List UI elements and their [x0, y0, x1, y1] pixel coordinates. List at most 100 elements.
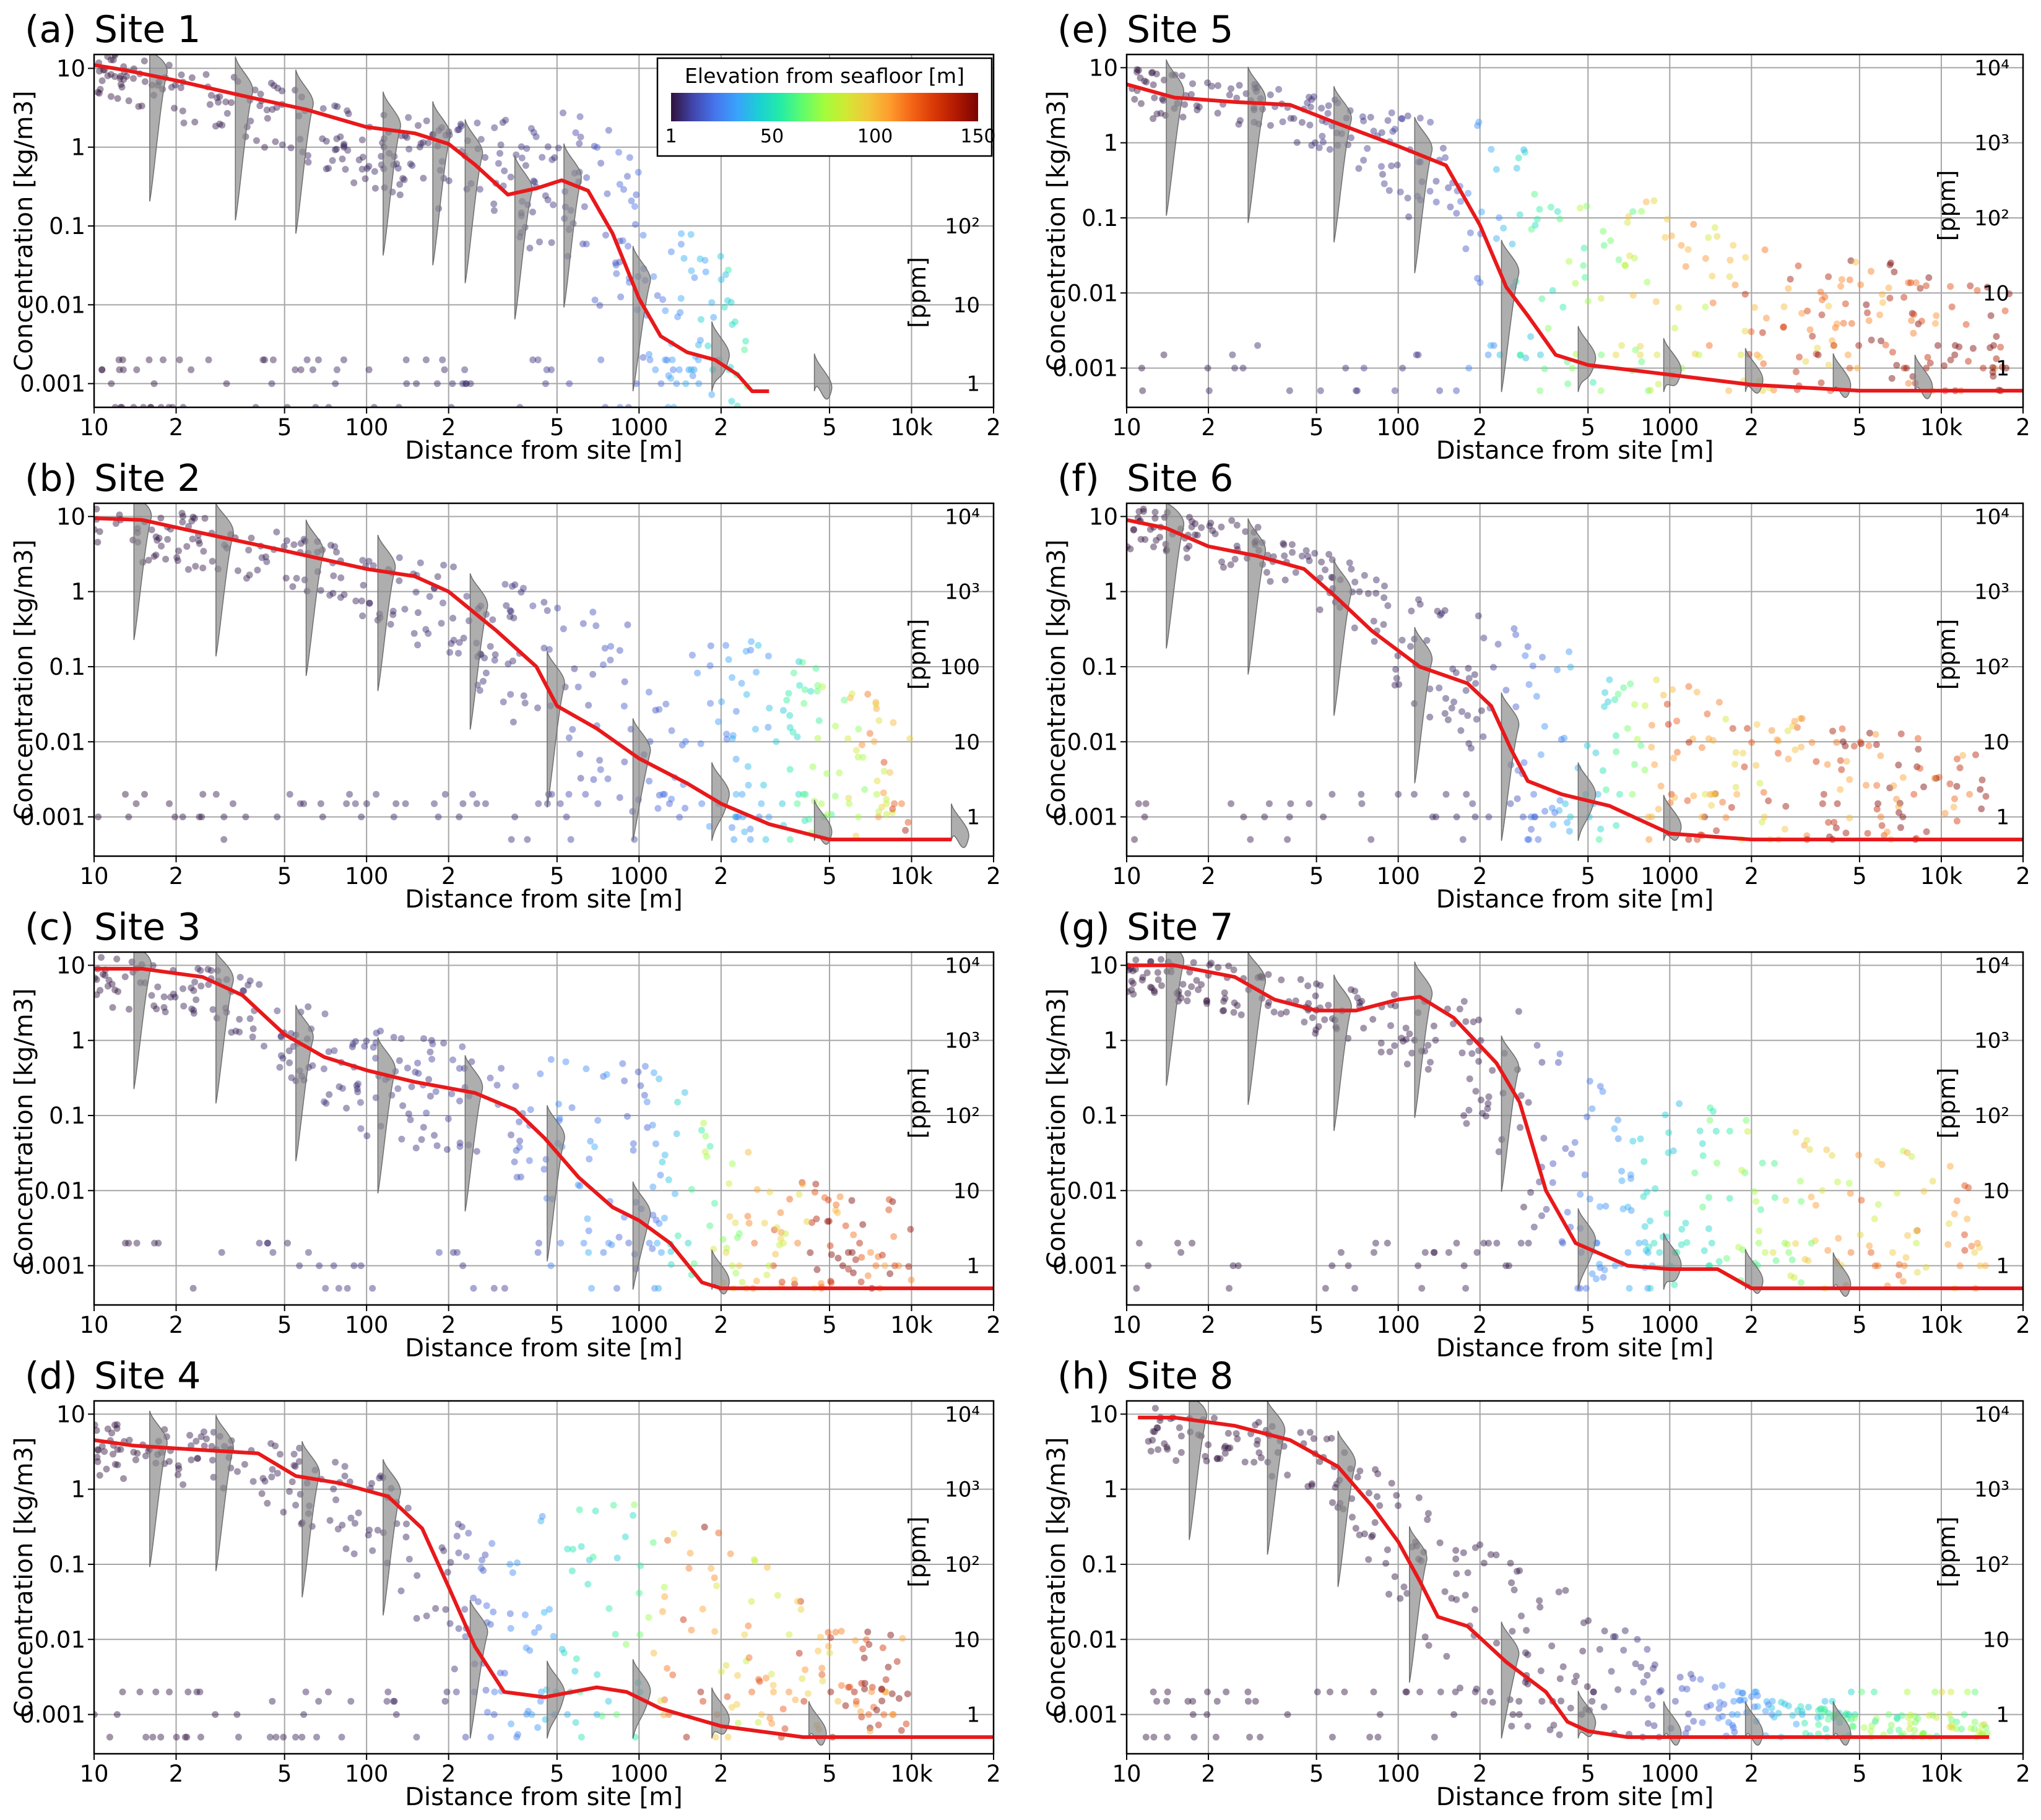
scatter-point: [480, 1567, 487, 1574]
scatter-point: [405, 1110, 412, 1117]
scatter-point: [1699, 1152, 1707, 1159]
scatter-point: [1762, 1707, 1769, 1715]
scatter-point: [309, 366, 316, 373]
scatter-point: [1785, 285, 1792, 292]
scatter-point: [1601, 703, 1608, 710]
scatter-point: [537, 1070, 544, 1078]
scatter-point: [1822, 1725, 1829, 1733]
scatter-point: [1834, 800, 1841, 807]
y-tick-label: 10: [1089, 503, 1118, 530]
scatter-point: [366, 1527, 373, 1534]
scatter-point: [410, 630, 418, 637]
scatter-point: [610, 1502, 617, 1509]
scatter-point: [414, 609, 422, 617]
scatter-point: [1489, 1067, 1496, 1074]
scatter-point: [1696, 351, 1702, 358]
scatter-point: [893, 1658, 901, 1665]
scatter-point: [1460, 1549, 1467, 1556]
y-tick-label: 0.1: [1081, 205, 1118, 232]
scatter-point: [846, 1683, 854, 1691]
scatter-point: [1586, 1078, 1593, 1085]
scatter-point: [1991, 365, 1998, 372]
panel-label: (d): [25, 1354, 77, 1398]
scatter-point: [1702, 255, 1709, 262]
plot-content: [94, 1410, 994, 1746]
scatter-point: [284, 404, 291, 407]
scatter-point: [136, 1688, 144, 1696]
scatter-point: [833, 1201, 840, 1208]
scatter-point: [613, 1554, 621, 1562]
scatter-point: [1524, 1680, 1532, 1688]
scatter-point: [1946, 1163, 1954, 1170]
scatter-point: [848, 690, 856, 698]
scatter-point: [166, 800, 173, 807]
scatter-point: [1642, 198, 1650, 206]
scatter-point: [1356, 1467, 1364, 1475]
scatter-point: [1735, 1688, 1742, 1696]
scatter-point: [1479, 1109, 1486, 1117]
scatter-point: [152, 552, 160, 558]
scatter-point: [1189, 1711, 1197, 1718]
scatter-point: [369, 1547, 376, 1554]
scatter-point: [433, 380, 441, 388]
scatter-point: [1886, 784, 1894, 792]
scatter-point: [572, 129, 579, 136]
violin: [1409, 1526, 1428, 1683]
scatter-point: [300, 1711, 308, 1718]
scatter-point: [908, 1276, 915, 1284]
scatter-point: [825, 1218, 833, 1225]
scatter-point: [171, 81, 179, 89]
scatter-point: [1600, 1273, 1607, 1281]
scatter-point: [347, 1697, 355, 1705]
scatter-point: [373, 791, 380, 798]
ppm-axis-label: [ppm]: [1933, 1068, 1961, 1139]
scatter-point: [399, 175, 407, 182]
scatter-point: [1304, 982, 1312, 989]
scatter-point: [1684, 1725, 1691, 1732]
scatter-point: [600, 1249, 607, 1256]
scatter-point: [1611, 696, 1618, 703]
scatter-point: [656, 1075, 663, 1083]
scatter-point: [770, 1262, 777, 1270]
scatter-point: [1597, 1264, 1604, 1272]
scatter-point: [859, 753, 867, 761]
ppm-tick-label: 10³: [1974, 1478, 2009, 1502]
scatter-point: [786, 836, 794, 843]
scatter-point: [677, 309, 684, 316]
scatter-point: [1466, 1038, 1473, 1046]
scatter-point: [470, 1594, 477, 1601]
scatter-point: [1854, 365, 1861, 372]
scatter-point: [747, 825, 754, 833]
scatter-point: [527, 1106, 534, 1113]
scatter-point: [269, 1249, 277, 1256]
scatter-point: [1946, 780, 1954, 787]
scatter-point: [1354, 1473, 1361, 1481]
scatter-point: [537, 1697, 544, 1705]
scatter-point: [1874, 1201, 1882, 1208]
scatter-point: [649, 1122, 656, 1129]
scatter-point: [717, 253, 724, 260]
scatter-point: [346, 1478, 353, 1486]
scatter-point: [600, 1073, 607, 1080]
scatter-point: [1151, 1405, 1159, 1412]
scatter-point: [574, 1181, 582, 1189]
scatter-point: [1803, 1137, 1811, 1144]
scatter-point: [1663, 1210, 1671, 1217]
scatter-point: [1392, 665, 1400, 673]
scatter-point: [1910, 311, 1918, 318]
ppm-tick-label: 10³: [1974, 580, 2009, 605]
scatter-point: [544, 196, 552, 204]
scatter-point: [152, 533, 160, 540]
scatter-point: [1738, 1689, 1746, 1697]
scatter-point: [183, 543, 191, 550]
scatter-point: [1699, 1203, 1707, 1211]
scatter-point: [249, 1025, 257, 1033]
scatter-point: [1424, 1065, 1432, 1073]
scatter-point: [521, 700, 529, 707]
scatter-point: [1614, 1116, 1622, 1124]
scatter-point: [477, 136, 485, 143]
scatter-point: [836, 769, 843, 776]
scatter-point: [1652, 1185, 1659, 1192]
scatter-point: [1653, 351, 1661, 358]
scatter-point: [872, 701, 880, 708]
